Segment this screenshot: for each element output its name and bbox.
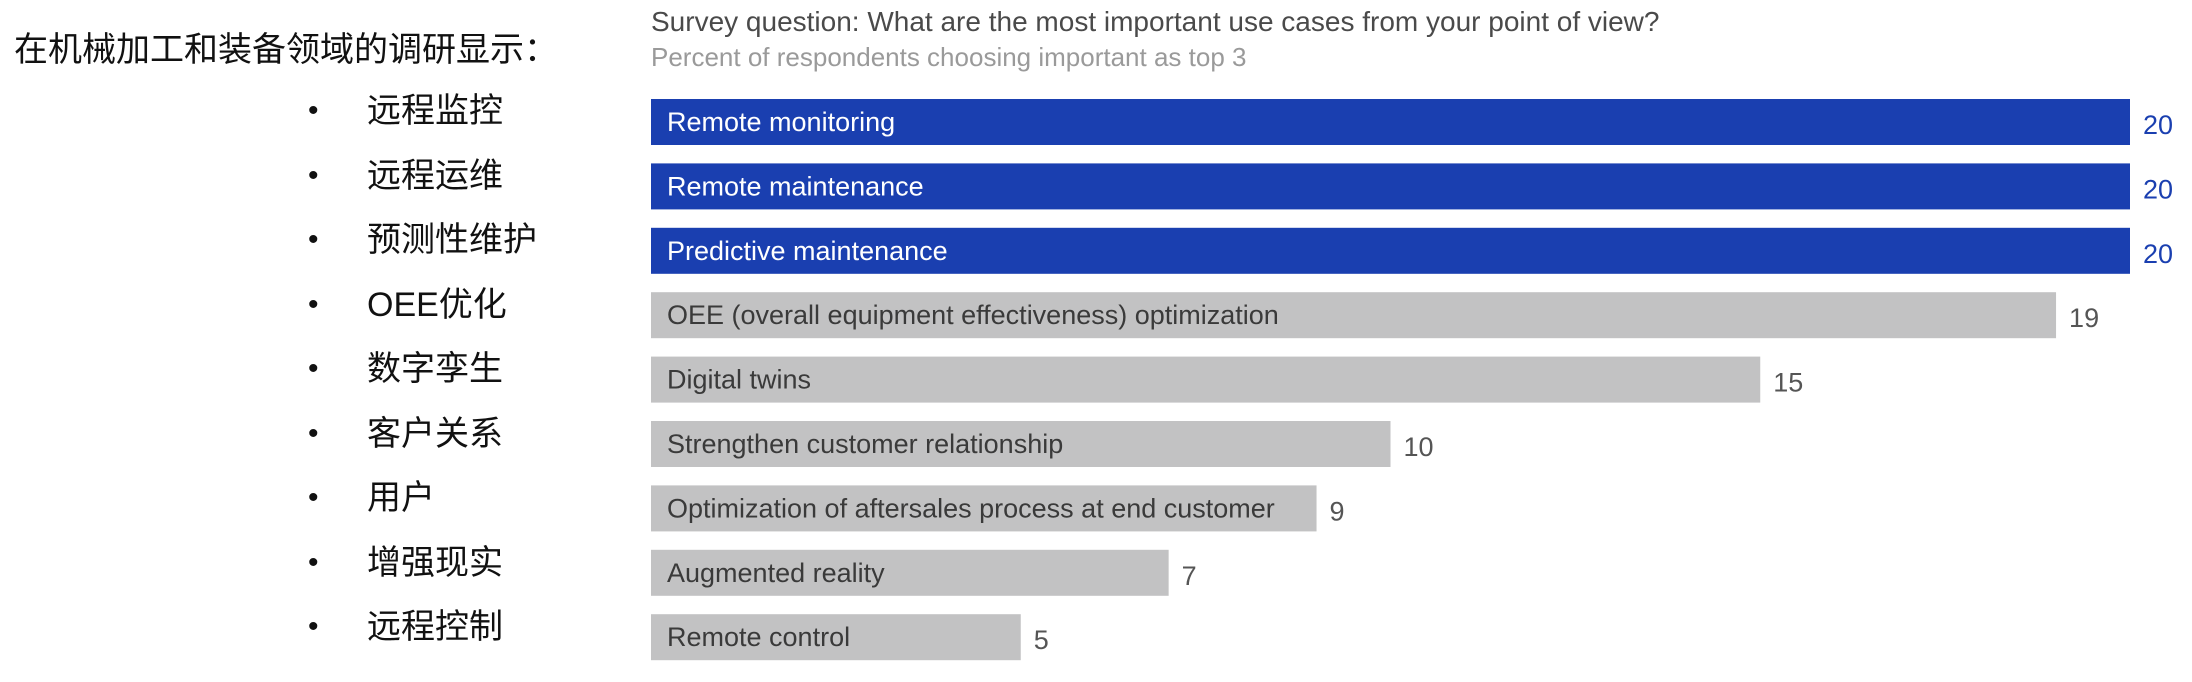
bullet-label: 远程控制 <box>367 608 503 646</box>
bar <box>651 227 2130 274</box>
bar-category-label: Remote monitoring <box>667 107 895 137</box>
bullet-label: 用户 <box>367 479 435 517</box>
bullet-dot: • <box>308 223 319 256</box>
bullet-label: 预测性维护 <box>367 221 537 259</box>
bullet-label: 远程运维 <box>367 156 503 195</box>
bar-value-label: 10 <box>1404 432 1434 462</box>
left-panel-title: 在机械加工和装备领域的调研显示： <box>14 31 558 69</box>
bar <box>651 421 1391 467</box>
bar-category-label: Remote maintenance <box>667 171 924 201</box>
bar <box>651 356 1761 403</box>
bullet-dot: • <box>308 416 319 450</box>
bullet-label: 客户关系 <box>367 414 503 453</box>
bar <box>651 485 1317 532</box>
chart-subtitle: Percent of respondents choosing importan… <box>651 42 1247 72</box>
bar-category-label: Digital twins <box>667 365 811 395</box>
bar-category-label: Optimization of aftersales process at en… <box>667 493 1275 523</box>
bar-category-label: Strengthen customer relationship <box>667 429 1063 459</box>
bar-category-label: Predictive maintenance <box>667 236 948 266</box>
bar-value-label: 7 <box>1182 561 1197 591</box>
bullet-dot: • <box>308 158 319 192</box>
bullet-label: 数字孪生 <box>367 350 503 388</box>
bar <box>651 163 2130 210</box>
bullet-label: 远程监控 <box>367 92 503 130</box>
bar-value-label: 5 <box>1034 625 1049 655</box>
bar-value-label: 20 <box>2143 239 2173 269</box>
bar <box>651 292 2057 339</box>
bullet-dot: • <box>308 610 319 643</box>
bar-category-label: Augmented reality <box>667 558 885 588</box>
bar-value-label: 15 <box>1773 368 1803 398</box>
bullet-dot: • <box>308 545 319 579</box>
bar-value-label: 19 <box>2069 303 2099 333</box>
bullet-dot: • <box>308 94 319 127</box>
bullet-label: 增强现实 <box>367 543 503 582</box>
bar <box>651 549 1169 596</box>
bar-category-label: Remote control <box>667 622 850 652</box>
bar-value-label: 20 <box>2143 174 2173 204</box>
bullet-dot: • <box>308 481 319 514</box>
bullet-dot: • <box>308 352 319 385</box>
bar-value-label: 20 <box>2143 110 2173 140</box>
bar <box>651 614 1021 661</box>
bar-value-label: 9 <box>1330 496 1345 526</box>
bullet-label: OEE优化 <box>367 285 507 324</box>
survey-question: Survey question: What are the most impor… <box>651 6 1660 37</box>
bullet-dot: • <box>308 287 319 321</box>
bar <box>651 99 2130 145</box>
bar-category-label: OEE (overall equipment effectiveness) op… <box>667 300 1279 330</box>
